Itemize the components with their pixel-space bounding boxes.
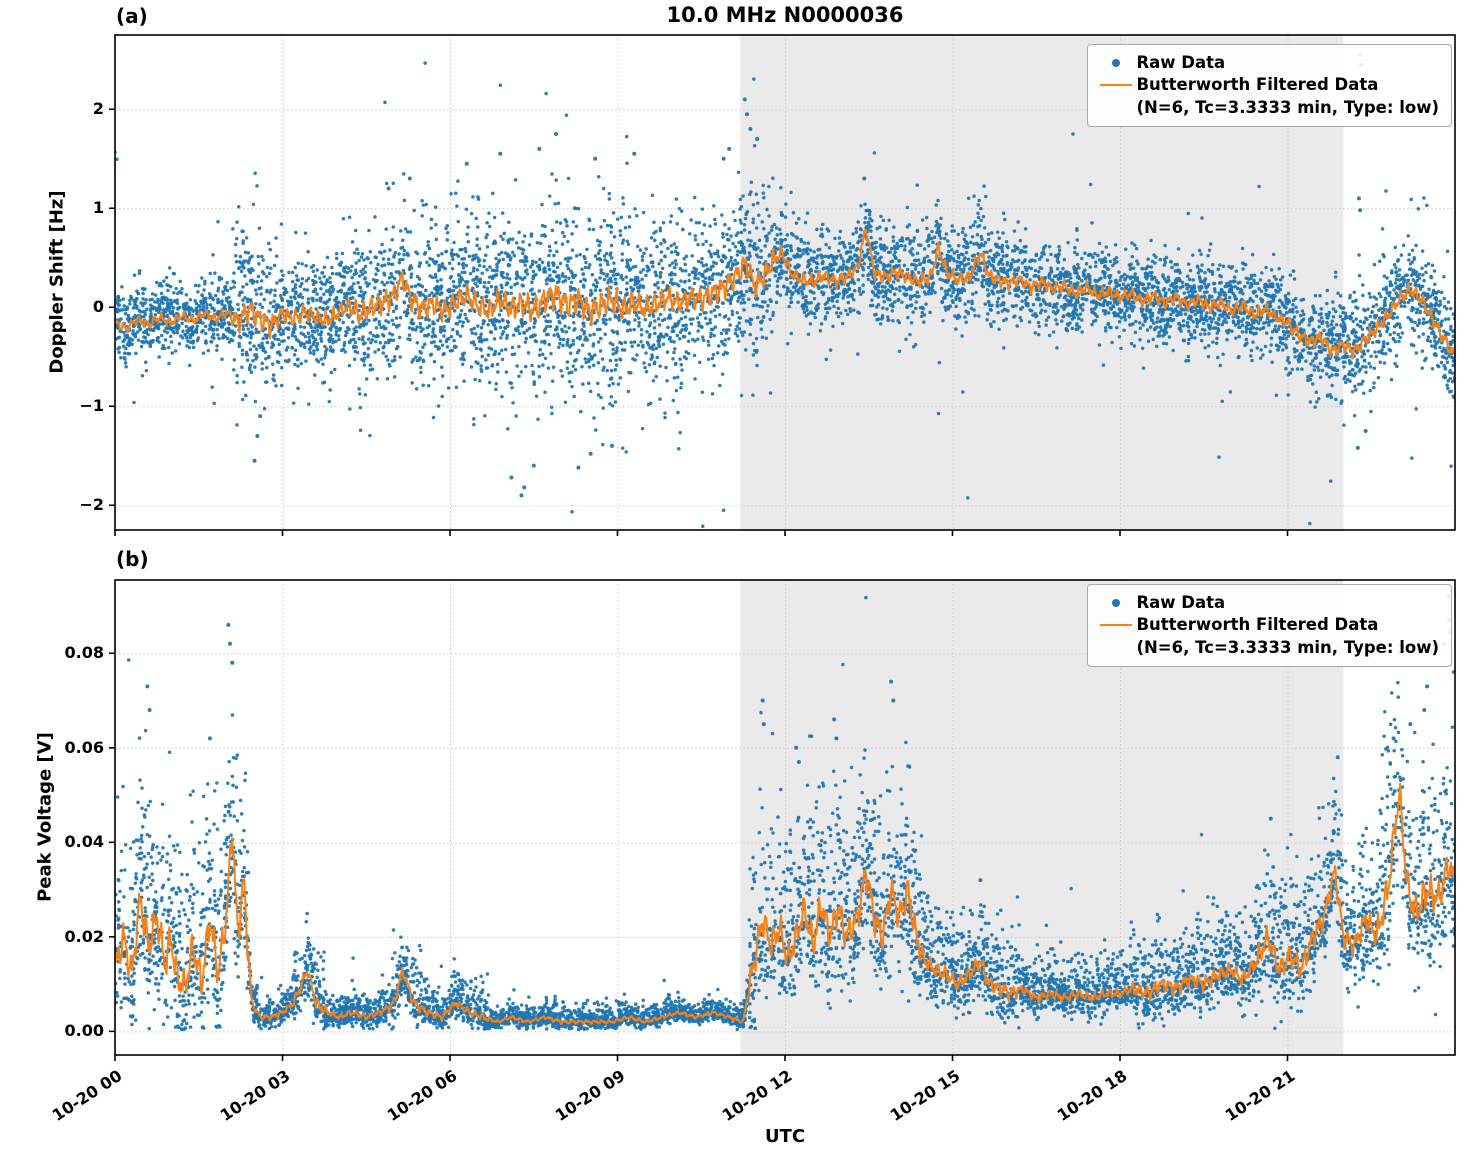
panel-a-y-tick-label: 1 [92,198,104,218]
legend-row-filtered: Butterworth Filtered Data [1096,614,1439,636]
legend-filtered-label: Butterworth Filtered Data [1136,615,1379,635]
legend-filtered-sublabel: (N=6, Tc=3.3333 min, Type: low) [1136,637,1439,657]
legend-row-raw: Raw Data [1096,52,1439,74]
legend-row-filtered-params: (N=6, Tc=3.3333 min, Type: low) [1096,97,1439,119]
filtered-line-marker-icon [1096,624,1136,627]
legend-filtered-label: Butterworth Filtered Data [1136,75,1379,95]
filtered-line-marker-icon [1096,84,1136,87]
legend-panel-a: Raw Data Butterworth Filtered Data (N=6,… [1087,44,1452,127]
raw-data-marker-icon [1096,599,1136,608]
legend-row-filtered-params: (N=6, Tc=3.3333 min, Type: low) [1096,637,1439,659]
panel-a-label: (a) [116,4,148,28]
legend-filtered-sublabel: (N=6, Tc=3.3333 min, Type: low) [1136,97,1439,117]
legend-raw-label: Raw Data [1136,53,1226,72]
legend-row-raw: Raw Data [1096,592,1439,614]
panel-b-y-tick-label: 0.00 [64,1021,104,1041]
legend-raw-label: Raw Data [1136,593,1226,612]
raw-data-marker-icon [1096,59,1136,68]
panel-a-y-tick-label: −1 [79,396,104,416]
panel-a-y-tick-label: 2 [92,99,104,119]
panel-b-y-tick-label: 0.02 [64,926,104,946]
panel-a-y-tick-label: −2 [79,495,104,515]
legend-row-filtered: Butterworth Filtered Data [1096,74,1439,96]
panel-b-y-tick-label: 0.04 [64,832,104,852]
legend-panel-b: Raw Data Butterworth Filtered Data (N=6,… [1087,584,1452,667]
panel-b-label: (b) [116,547,149,571]
panel-b-y-tick-label: 0.08 [64,643,104,663]
panel-b-y-tick-label: 0.06 [64,737,104,757]
chart-title: 10.0 MHz N0000036 [666,3,904,27]
x-axis-label: UTC [764,1126,806,1147]
panel-a-y-tick-label: 0 [92,297,104,317]
